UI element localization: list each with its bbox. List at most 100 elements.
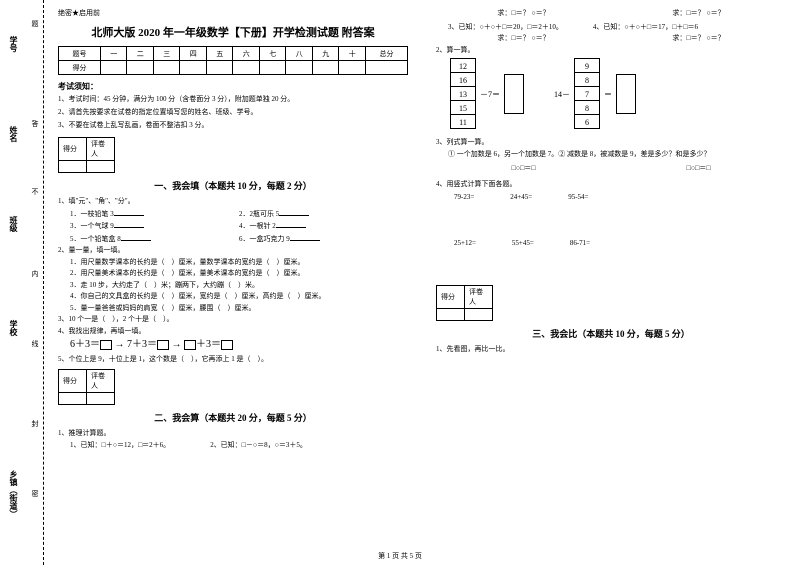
binding-label: 学号 xyxy=(8,36,19,52)
binding-label: 班级 xyxy=(8,216,19,232)
notice-item: 2、请首先按要求在试卷的指定位置填写您的姓名、班级、学号。 xyxy=(58,108,408,118)
score-header: 七 xyxy=(259,47,286,61)
binding-note: 密 xyxy=(30,490,40,497)
calc-stacks: 1216131511 －7＝ 14－ 98786 ＝ xyxy=(450,59,786,129)
q1-item: 6．一盒巧克力 9 xyxy=(239,233,408,245)
binding-note: 内 xyxy=(30,270,40,277)
s3q1: 1、先看图，再比一比。 xyxy=(436,344,786,355)
binding-note: 答 xyxy=(30,120,40,127)
s2q1b: 2、已知：□－○＝8，○＝3＋5。 xyxy=(210,440,307,451)
q2: 2、量一量，填一填。 xyxy=(58,245,408,256)
left-column: 绝密★启用前 北师大版 2020 年一年级数学【下册】开学检测试题 附答案 题号… xyxy=(44,0,422,565)
score-cell: 得分 xyxy=(59,61,101,75)
section1-title: 一、我会填（本题共 10 分，每题 2 分） xyxy=(58,179,408,192)
stack-cell: 8 xyxy=(574,72,600,87)
binding-label: 姓名 xyxy=(8,126,19,142)
score-cell xyxy=(100,61,127,75)
boxline2: □○□＝□ xyxy=(687,163,711,174)
score-cell xyxy=(127,61,154,75)
right-column: 求：□＝？ ○＝？ 求：□＝？ ○＝？ 3、已知：○＋○＋□＝20，□＝2＋10… xyxy=(422,0,800,565)
notice-item: 3、不要在试卷上乱写乱画，卷面不整洁扣 3 分。 xyxy=(58,121,408,131)
opA: －7＝ xyxy=(480,89,500,100)
score-table: 题号一二三四五六七八九十总分 得分 xyxy=(58,46,408,75)
score-cell xyxy=(180,61,207,75)
score-header: 六 xyxy=(233,47,260,61)
stack-cell: 6 xyxy=(574,114,600,129)
score-cell xyxy=(153,61,180,75)
score-header: 题号 xyxy=(59,47,101,61)
secret-label: 绝密★启用前 xyxy=(58,8,408,18)
score-mini-3: 得分评卷人 xyxy=(436,285,493,321)
exam-title: 北师大版 2020 年一年级数学【下册】开学检测试题 附答案 xyxy=(58,24,408,40)
q2-item: 1．用尺量数学课本的长约是（ ）厘米，量数学课本的宽约是（ ）厘米。 xyxy=(58,257,408,268)
resultA xyxy=(504,74,524,114)
q1-item: 3．一个气球 9 xyxy=(70,220,239,232)
score-header: 八 xyxy=(286,47,313,61)
notice-item: 1、考试时间：45 分钟，满分为 100 分（含卷面分 3 分），附加题单独 2… xyxy=(58,95,408,105)
stack-cell: 9 xyxy=(574,58,600,73)
score-cell xyxy=(312,61,339,75)
score-header: 十 xyxy=(339,47,366,61)
stack-cell: 16 xyxy=(450,72,476,87)
score-header: 二 xyxy=(127,47,154,61)
q2-item: 4．你自己的文具盒的长约是（ ）厘米，宽约是（ ）厘米，高约是（ ）厘米。 xyxy=(58,291,408,302)
binding-label: 乡镇（街道） xyxy=(8,470,19,518)
score-cell xyxy=(206,61,233,75)
notice-title: 考试须知： xyxy=(58,81,408,92)
q4: 4、我找出规律，再填一填。 xyxy=(58,326,408,337)
score-cell xyxy=(339,61,366,75)
q1-item: 5．一个铅笔盒 8 xyxy=(70,233,239,245)
r-q2: 2、算一算。 xyxy=(436,45,786,56)
q1: 1、填"元"、"角"、"分"。 xyxy=(58,196,408,207)
score-cell xyxy=(365,61,407,75)
binding-note: 线 xyxy=(30,340,40,347)
q1-item: 2．2瓶可乐 5 xyxy=(239,208,408,220)
q2-item: 3．走 10 步，大约走了（ ）米；蹦两下，大约蹦（ ）米。 xyxy=(58,280,408,291)
binding-note: 封 xyxy=(30,420,40,427)
section2-title: 二、我会算（本题共 20 分，每题 5 分） xyxy=(58,411,408,424)
score-cell xyxy=(233,61,260,75)
stack-cell: 12 xyxy=(450,58,476,73)
rq3: 3、已知：○＋○＋□＝20，□＝2＋10。 xyxy=(436,22,563,33)
score-header: 总分 xyxy=(365,47,407,61)
page-footer: 第 1 页 共 5 页 xyxy=(0,551,800,561)
calc-row2: 25+12= 55+45= 86-71= xyxy=(454,239,786,247)
section3-title: 三、我会比（本题共 10 分，每题 5 分） xyxy=(436,327,786,340)
score-header: 三 xyxy=(153,47,180,61)
rq4: 4、已知：○＋○＋□＝17，□＋□＝6 xyxy=(593,22,698,33)
rq4-ask: 求：□＝？ ○＝？ xyxy=(672,33,724,44)
boxline1: □○□＝□ xyxy=(512,163,536,174)
q2-item: 2．用尺量美术课本的长约是（ ）厘米，量美术课本的宽约是（ ）厘米。 xyxy=(58,268,408,279)
binding-column: 学号姓名班级学校乡镇（街道） 题答不内线封密 xyxy=(0,0,44,565)
score-mini-2: 得分评卷人 xyxy=(58,369,115,405)
score-cell xyxy=(286,61,313,75)
s2q1: 1、推理计算题。 xyxy=(58,428,408,439)
opB: 14－ xyxy=(554,89,570,100)
q1-item: 4．一根针 2 xyxy=(239,220,408,232)
score-header: 一 xyxy=(100,47,127,61)
q2-item: 5．量一量爸爸或妈妈的肩宽（ ）厘米，腰围（ ）厘米。 xyxy=(58,303,408,314)
r-q3: 3、列式算一算。 xyxy=(436,137,786,148)
q1-item: 1．一枝铅笔 3 xyxy=(70,208,239,220)
top-ask-2: 求：□＝？ ○＝？ xyxy=(672,8,724,19)
calc-row1: 79-23= 24+45= 95-54= xyxy=(454,193,786,201)
score-header: 五 xyxy=(206,47,233,61)
binding-note: 不 xyxy=(30,188,40,195)
stack-cell: 7 xyxy=(574,86,600,101)
r-q3-body: ① 一个加数是 6，另一个加数是 7。② 减数是 8，被减数是 9，差是多少？和… xyxy=(436,149,786,160)
score-header: 九 xyxy=(312,47,339,61)
stack-cell: 8 xyxy=(574,100,600,115)
binding-note: 题 xyxy=(30,20,40,27)
stack-cell: 13 xyxy=(450,86,476,101)
top-ask-1: 求：□＝？ ○＝？ xyxy=(497,8,549,19)
score-cell xyxy=(259,61,286,75)
q3: 3、10 个一是（ ），2 个十是（ ）。 xyxy=(58,314,408,325)
rq3-ask: 求：□＝？ ○＝？ xyxy=(497,33,549,44)
stack-cell: 11 xyxy=(450,114,476,129)
q5: 5、个位上是 9，十位上是 1，这个数是（ ），它再添上 1 是（ ）。 xyxy=(58,354,408,365)
r-q4: 4、用竖式计算下面各题。 xyxy=(436,179,786,190)
resultB xyxy=(616,74,636,114)
opBEq: ＝ xyxy=(604,89,612,100)
binding-label: 学校 xyxy=(8,320,19,336)
score-mini-1: 得分评卷人 xyxy=(58,137,115,173)
